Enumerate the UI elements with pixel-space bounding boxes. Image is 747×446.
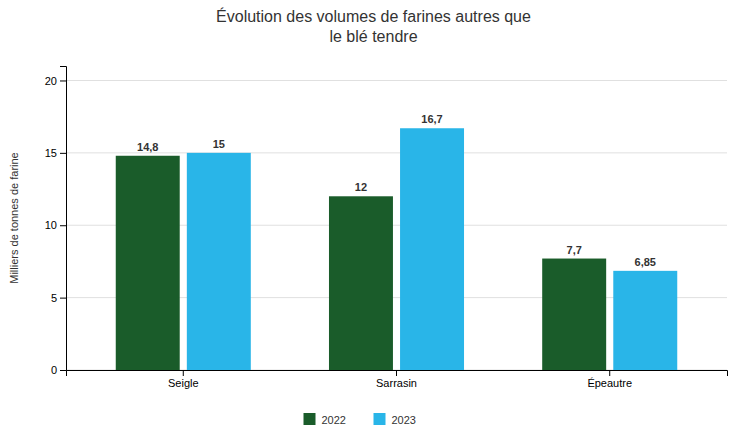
bar <box>400 128 464 370</box>
bar <box>187 153 251 370</box>
tick-label: Sarrasin <box>376 377 417 389</box>
tick-label: Seigle <box>168 377 199 389</box>
bar <box>613 271 677 370</box>
tick-mark <box>60 153 66 154</box>
tick-label: 20 <box>45 74 57 86</box>
bar <box>116 156 180 370</box>
plot: 14,8 12 7,7 15 16,7 6,85 0 5 10 15 20 Seigle Sarrasi… <box>45 67 728 389</box>
tick-mark <box>396 370 397 376</box>
tick: 0 <box>51 364 66 376</box>
legend-swatch <box>304 413 316 425</box>
data-label: 6,85 <box>635 256 656 268</box>
axis-line <box>60 67 67 371</box>
tick: Seigle <box>168 370 199 389</box>
tick-label: 10 <box>45 219 57 231</box>
tick-mark <box>183 370 184 376</box>
tick: 5 <box>51 292 66 304</box>
data-label: 7,7 <box>567 244 582 256</box>
tick: Épeautre <box>587 370 632 389</box>
legend-swatch <box>374 413 386 425</box>
legend-label: 2023 <box>392 414 416 426</box>
data-label: 12 <box>355 181 367 193</box>
title: Évolution des volumes de farines autres … <box>216 7 531 45</box>
tick-mark <box>60 80 66 81</box>
legend: 2022 2023 <box>304 413 416 426</box>
tick-mark <box>60 370 66 371</box>
grid <box>66 80 727 370</box>
tick-label: 15 <box>45 147 57 159</box>
chart: Évolution des volumes de farines autres … <box>0 0 747 446</box>
legend-item: 2022 <box>304 413 346 426</box>
axis-line <box>67 371 728 377</box>
grid-line <box>66 80 727 81</box>
bar <box>329 196 393 370</box>
y-axis-title: Milliers de tonnes de farine <box>8 152 20 283</box>
x-axis: Seigle Sarrasin Épeautre <box>67 370 728 389</box>
tick-mark <box>609 370 610 376</box>
tick: 20 <box>45 74 66 86</box>
tick-label: 5 <box>51 292 57 304</box>
tick: 15 <box>45 147 66 159</box>
data-label: 14,8 <box>137 141 158 153</box>
data-label: 15 <box>213 138 225 150</box>
data-label: 16,7 <box>421 113 442 125</box>
tick-mark <box>60 225 66 226</box>
grid-line <box>66 152 727 153</box>
tick: 10 <box>45 219 66 231</box>
legend-label: 2022 <box>322 414 346 426</box>
tick-label: 0 <box>51 364 57 376</box>
tick-mark <box>60 298 66 299</box>
bar <box>542 259 606 370</box>
legend-item: 2023 <box>374 413 416 426</box>
y-axis: 0 5 10 15 20 <box>45 67 67 377</box>
tick-label: Épeautre <box>587 377 632 389</box>
bars <box>116 128 677 370</box>
data-labels: 14,8 12 7,7 15 16,7 6,85 <box>137 113 656 268</box>
tick: Sarrasin <box>376 370 417 389</box>
